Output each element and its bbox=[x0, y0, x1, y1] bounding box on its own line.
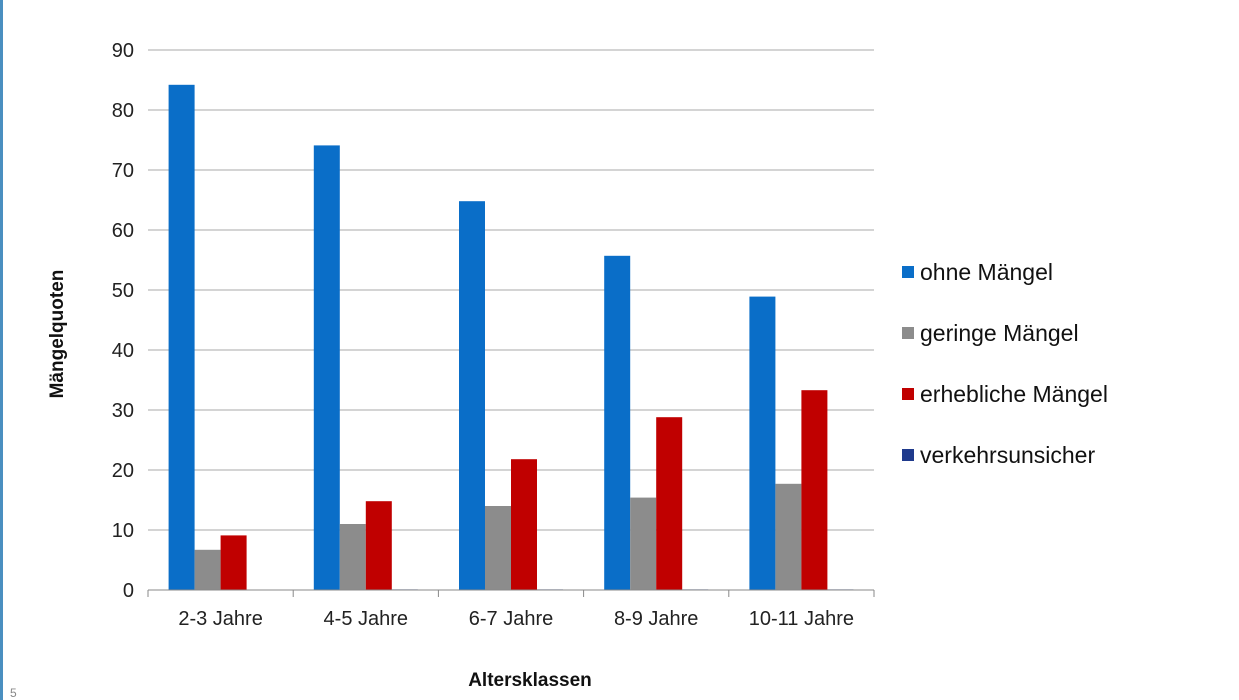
bar bbox=[485, 506, 511, 590]
bar bbox=[511, 459, 537, 590]
x-tick-label: 10-11 Jahre bbox=[749, 608, 854, 630]
bar bbox=[630, 497, 657, 590]
page-number: 5 bbox=[10, 686, 17, 700]
legend-swatch bbox=[902, 449, 914, 461]
bar bbox=[656, 417, 683, 590]
bar bbox=[801, 390, 828, 590]
bar bbox=[604, 255, 631, 591]
x-axis-title: Altersklassen bbox=[468, 670, 592, 691]
y-tick-label: 50 bbox=[112, 280, 134, 302]
y-tick-label: 10 bbox=[112, 520, 134, 542]
y-tick-label: 90 bbox=[112, 40, 134, 62]
bar bbox=[194, 549, 221, 590]
bar bbox=[749, 296, 776, 590]
x-tick-label: 6-7 Jahre bbox=[469, 608, 554, 630]
y-axis-ticks: 0 10 20 30 40 50 60 70 80 90 bbox=[112, 40, 134, 602]
y-tick-label: 40 bbox=[112, 340, 134, 362]
legend-label: ohne Mängel bbox=[920, 259, 1053, 285]
legend-swatch bbox=[902, 266, 914, 278]
y-axis-title: Mängelquoten bbox=[47, 270, 68, 399]
bar bbox=[775, 483, 802, 590]
legend: ohne Mängel geringe Mängel erhebliche Mäng… bbox=[902, 259, 1108, 468]
x-tick-label: 4-5 Jahre bbox=[324, 608, 409, 630]
x-tick-label: 2-3 Jahre bbox=[178, 608, 263, 630]
bar bbox=[220, 535, 247, 590]
bar bbox=[339, 524, 366, 590]
legend-swatch bbox=[902, 327, 914, 339]
slide-left-border bbox=[0, 0, 3, 700]
y-tick-label: 30 bbox=[112, 400, 134, 422]
bar bbox=[459, 201, 485, 590]
y-tick-label: 80 bbox=[112, 100, 134, 122]
x-tick-label: 8-9 Jahre bbox=[614, 608, 699, 630]
legend-swatch bbox=[902, 388, 914, 400]
y-tick-label: 0 bbox=[123, 580, 134, 602]
y-tick-label: 70 bbox=[112, 160, 134, 182]
legend-label: erhebliche Mängel bbox=[920, 381, 1108, 407]
legend-label: geringe Mängel bbox=[920, 320, 1079, 346]
bar bbox=[168, 84, 195, 591]
bars bbox=[168, 84, 854, 591]
y-tick-label: 60 bbox=[112, 220, 134, 242]
bar bbox=[365, 501, 392, 590]
x-axis-ticks: 2-3 Jahre 4-5 Jahre 6-7 Jahre 8-9 Jahre 10-1… bbox=[147, 590, 875, 630]
y-tick-label: 20 bbox=[112, 460, 134, 482]
bar bbox=[313, 145, 340, 590]
legend-label: verkehrsunsicher bbox=[920, 442, 1095, 468]
